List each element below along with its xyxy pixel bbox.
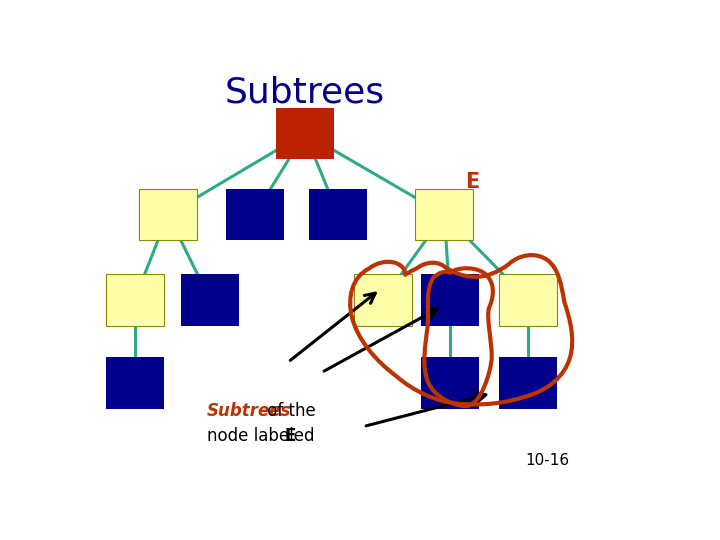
FancyBboxPatch shape — [421, 357, 479, 409]
Text: E: E — [284, 427, 295, 446]
FancyBboxPatch shape — [354, 274, 412, 326]
FancyBboxPatch shape — [181, 274, 239, 326]
Text: of the: of the — [262, 402, 315, 420]
FancyBboxPatch shape — [106, 357, 163, 409]
Text: E: E — [465, 172, 480, 192]
FancyBboxPatch shape — [499, 274, 557, 326]
Text: Subtrees: Subtrees — [225, 75, 385, 109]
FancyBboxPatch shape — [225, 188, 284, 240]
Text: node labeled: node labeled — [207, 427, 320, 446]
FancyBboxPatch shape — [310, 188, 367, 240]
Text: Subtrees: Subtrees — [207, 402, 292, 420]
FancyBboxPatch shape — [421, 274, 479, 326]
FancyBboxPatch shape — [276, 107, 334, 159]
FancyBboxPatch shape — [499, 357, 557, 409]
Text: 10-16: 10-16 — [526, 453, 570, 468]
FancyBboxPatch shape — [139, 188, 197, 240]
FancyBboxPatch shape — [106, 274, 163, 326]
FancyBboxPatch shape — [415, 188, 473, 240]
